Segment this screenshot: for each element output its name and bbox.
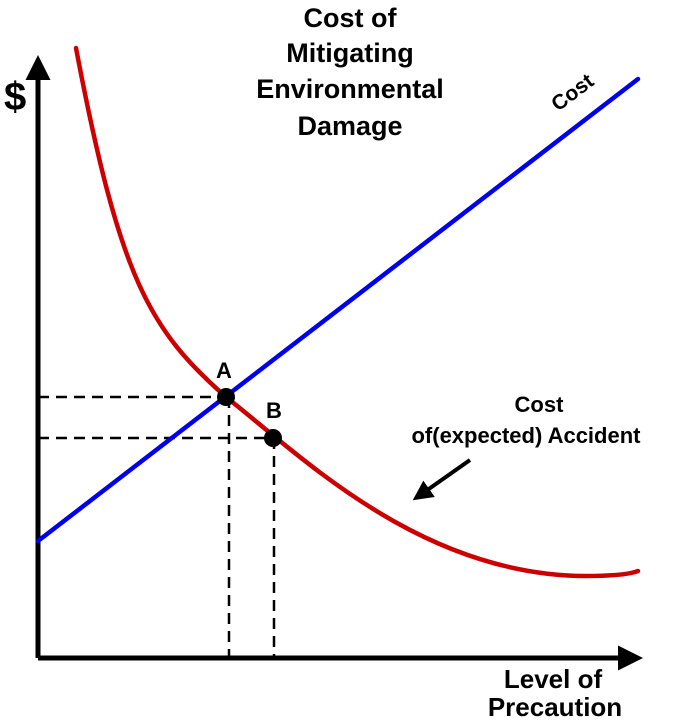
x-axis-label-line-2: Precaution bbox=[488, 692, 622, 722]
title-line-2: Mitigating bbox=[286, 38, 413, 68]
y-axis-label: $ bbox=[4, 75, 26, 119]
title-line-1: Cost of bbox=[304, 3, 398, 33]
accident-label-line-2: of(expected) Accident bbox=[411, 423, 641, 448]
title-line-4: Damage bbox=[297, 111, 402, 141]
annotation-arrow bbox=[412, 458, 472, 501]
cost-line-label: Cost bbox=[547, 70, 598, 116]
point-a-label: A bbox=[216, 358, 232, 383]
mitigation-cost-line bbox=[35, 76, 641, 544]
accident-label-line-1: Cost bbox=[515, 392, 565, 417]
title-line-3: Environmental bbox=[256, 74, 444, 104]
point-b-marker bbox=[264, 429, 282, 447]
x-axis-label-line-1: Level of bbox=[504, 664, 603, 694]
point-b-label: B bbox=[266, 398, 282, 423]
point-a-marker bbox=[217, 388, 235, 406]
